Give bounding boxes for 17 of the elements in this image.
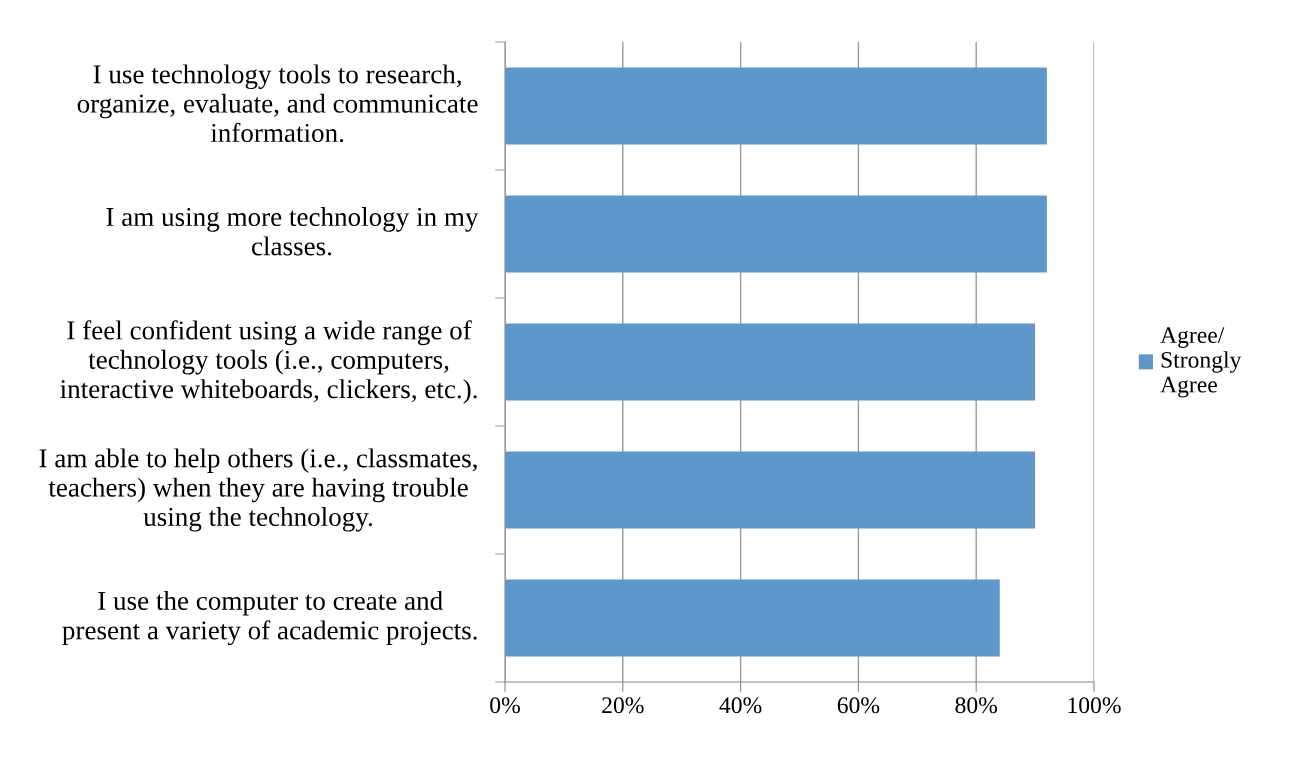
bar [505,67,1047,145]
y-tick-label: I am using more technology in my classes. [106,207,479,256]
bar [505,451,1036,529]
x-tick-label: 20% [602,697,644,714]
bar [505,579,1000,657]
x-tick-label: 100% [1068,697,1121,714]
x-tick-label: 40% [719,697,762,714]
y-tick-label: I use the computer to create and present a variety of academic projects. [62,590,477,646]
bar [505,323,1036,401]
y-tick-label: I use technology tools to research, organize, evaluate, and communicate information. [77,64,478,143]
y-tick-label: I am able to help others (i.e., classmates, teachers) when they are having trouble using the technology. [39,448,477,532]
x-tick-label: 80% [955,697,998,714]
x-tick-label: 60% [837,697,880,714]
x-tick-label: 0% [490,697,520,714]
y-tick-label: I feel confident using a wide range of technology tools (i.e., computers, interactive whiteboards, clickers, etc.). [60,320,477,404]
bar [505,195,1047,273]
legend-label: Agree/ Strongly Agree [1160,327,1242,398]
